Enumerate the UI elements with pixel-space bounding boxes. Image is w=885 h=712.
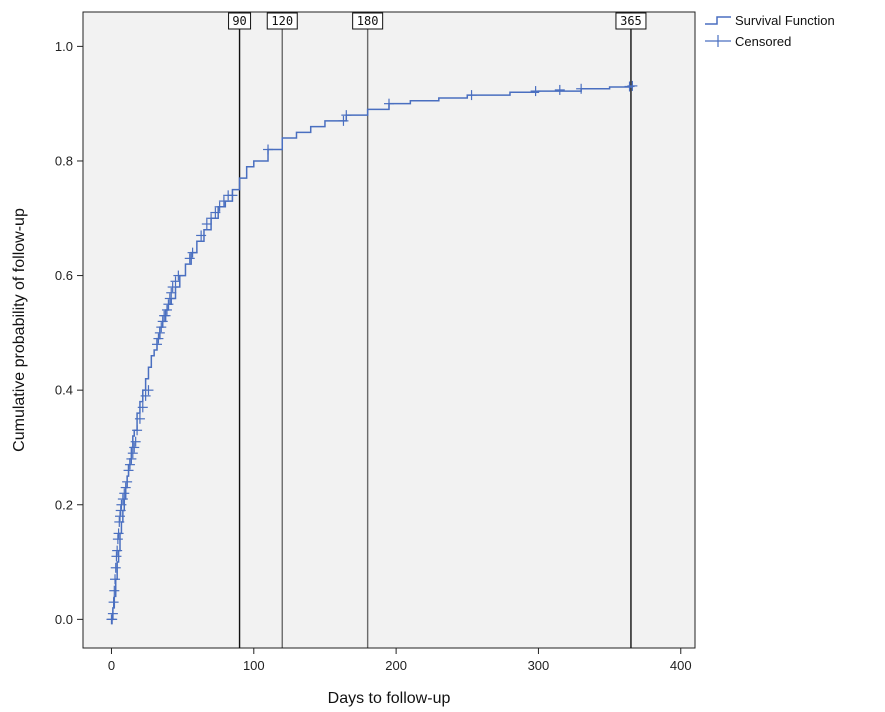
censored-marker — [115, 511, 126, 522]
legend: Survival Function Censored — [705, 13, 835, 49]
censored-marker — [112, 545, 123, 556]
censored-marker — [112, 534, 123, 545]
censored-marker — [218, 196, 229, 207]
censored-marker — [153, 333, 164, 344]
censored-marker — [113, 528, 124, 539]
censored-marker — [152, 339, 163, 350]
censored-marker — [161, 304, 172, 315]
censored-marker — [123, 465, 134, 476]
censored-marker — [122, 476, 133, 487]
y-axis-label: Cumulative probability of follow-up — [11, 208, 28, 452]
censored-marker — [206, 213, 217, 224]
x-axis-label: Days to follow-up — [328, 690, 451, 707]
legend-label-censored: Censored — [735, 34, 791, 49]
reference-label-box-365 — [615, 12, 647, 30]
y-tick-label: 0.0 — [55, 612, 73, 627]
censored-marker — [124, 459, 135, 470]
plot-area — [82, 11, 696, 649]
reference-lines — [238, 12, 632, 648]
legend-label-survival-function: Survival Function — [735, 13, 835, 28]
censored-marker — [134, 413, 145, 424]
censored-marker — [576, 83, 587, 94]
reference-label-365: 365 — [620, 14, 642, 28]
censored-marker — [466, 90, 477, 101]
legend-step-swatch — [705, 16, 731, 25]
censored-marker — [384, 98, 394, 109]
y-tick-label: 0.8 — [55, 153, 73, 168]
censored-marker — [163, 299, 174, 310]
x-tick-label: 200 — [385, 658, 407, 673]
reference-label-180: 180 — [357, 14, 379, 28]
censored-marker — [143, 385, 154, 396]
censored-marker — [132, 425, 143, 436]
censored-marker — [116, 499, 127, 510]
axes: 0 100 200 300 400 0.0 0.2 0.4 0.6 0.8 1.0 — [55, 39, 692, 673]
y-tick-label: 1.0 — [55, 39, 73, 54]
censored-marker — [110, 562, 121, 573]
legend-censored-swatch — [705, 35, 731, 47]
censored-marker — [109, 585, 120, 596]
censored-marker — [338, 115, 349, 126]
censored-marker — [164, 293, 175, 304]
censored-marker — [173, 270, 184, 281]
censored-marker — [107, 614, 118, 625]
censored-marker — [115, 505, 126, 516]
censored-marker — [110, 574, 121, 585]
censored-markers — [106, 80, 638, 625]
censored-marker — [227, 190, 238, 201]
reference-label-90: 90 — [232, 14, 246, 28]
censored-marker — [196, 230, 207, 241]
censored-marker — [184, 253, 195, 264]
censored-marker — [130, 436, 141, 447]
reference-label-box-120 — [266, 12, 298, 30]
censored-marker — [627, 80, 638, 91]
censored-marker — [167, 282, 178, 293]
censored-marker — [107, 608, 118, 619]
censored-marker — [114, 516, 125, 527]
censored-marker — [156, 322, 167, 333]
censored-marker — [119, 488, 130, 499]
censored-marker — [214, 201, 225, 212]
censored-marker — [201, 219, 212, 229]
censored-marker — [154, 327, 165, 338]
censored-marker — [166, 287, 177, 298]
y-tick-label: 0.2 — [55, 497, 73, 512]
censored-marker — [108, 597, 119, 608]
x-tick-label: 100 — [243, 658, 265, 673]
x-tick-label: 0 — [108, 658, 115, 673]
censored-marker — [157, 316, 168, 327]
censored-marker — [187, 247, 198, 258]
censored-marker — [129, 442, 140, 453]
censored-marker — [170, 276, 181, 287]
y-tick-label: 0.6 — [55, 268, 73, 283]
x-tick-label: 400 — [670, 658, 692, 673]
censored-marker — [263, 144, 274, 155]
censored-marker — [554, 84, 565, 95]
y-tick-label: 0.4 — [55, 383, 73, 398]
reference-label-box-180 — [352, 12, 384, 30]
censored-marker — [117, 494, 128, 505]
censored-marker — [140, 390, 151, 401]
censored-marker — [210, 207, 221, 218]
censored-marker — [120, 482, 131, 493]
reference-line-labels: 90 120 180 365 — [228, 12, 647, 30]
x-tick-label: 300 — [528, 658, 550, 673]
censored-marker — [137, 402, 148, 413]
censored-marker — [341, 110, 352, 121]
censored-marker — [530, 86, 541, 97]
censored-marker — [160, 310, 171, 321]
censored-marker — [111, 551, 122, 562]
censored-marker — [126, 453, 137, 464]
reference-label-120: 120 — [271, 14, 293, 28]
censored-marker — [127, 448, 138, 459]
reference-label-box-90 — [228, 12, 252, 30]
